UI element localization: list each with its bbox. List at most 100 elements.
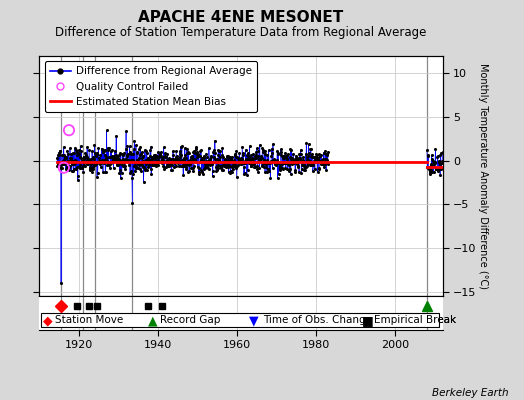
Point [146,147,155,154]
Point [201,158,210,164]
Point [323,152,331,158]
Point [425,171,434,177]
Point [313,154,321,161]
Point [103,145,112,151]
Point [66,154,74,161]
Point [266,159,274,166]
Point [282,155,291,162]
Point [135,155,144,161]
Point [313,168,322,175]
Point [196,157,205,164]
Point [177,144,185,150]
Point [154,157,162,163]
Point [169,158,178,165]
Point [303,156,311,163]
Point [84,160,92,167]
Point [243,152,252,159]
Point [312,154,320,160]
Point [242,146,250,153]
Point [271,161,279,168]
Point [135,162,143,168]
Point [432,166,440,172]
Point [111,156,119,163]
Point [247,163,256,170]
Point [280,155,289,161]
Point [74,177,82,183]
Point [264,160,272,166]
Point [290,156,298,163]
Point [223,152,231,159]
Text: ◆: ◆ [43,314,53,327]
Point [224,153,233,159]
Point [173,160,182,166]
Text: ▲: ▲ [148,314,158,327]
Point [199,158,208,164]
Point [138,152,147,159]
Point [276,165,285,171]
Point [429,158,438,164]
Point [260,157,269,164]
Point [256,142,264,148]
Point [288,155,297,161]
Point [77,143,85,149]
Point [426,168,434,174]
Point [321,160,329,167]
Point [141,147,149,153]
Point [98,156,106,163]
Point [287,146,296,153]
Point [70,161,79,168]
Point [214,165,222,171]
Point [127,157,135,163]
Point [155,159,163,165]
Point [437,164,445,171]
Point [141,167,149,173]
Point [144,156,152,163]
Point [201,164,209,170]
Point [297,151,305,157]
Point [436,150,445,156]
Point [293,155,301,162]
Point [158,160,166,166]
Point [274,150,282,157]
Point [311,166,319,173]
Point [79,169,88,176]
Point [159,163,168,169]
Point [222,158,230,164]
Point [126,143,134,149]
Point [157,157,165,164]
Point [195,165,203,172]
Point [67,157,75,163]
Point [109,154,117,161]
Point [294,164,302,170]
Point [251,152,259,159]
Point [193,148,202,155]
Point [209,148,217,155]
Point [288,161,296,168]
Point [208,161,216,167]
Point [235,158,243,165]
Point [279,153,287,159]
Point [146,166,155,172]
Point [250,164,258,170]
Point [135,146,143,152]
Point [144,164,152,170]
Point [283,159,292,165]
Point [54,159,62,166]
Point [80,153,88,160]
Point [77,154,85,161]
Point [191,150,199,156]
Point [240,164,248,170]
Point [91,159,99,165]
Point [145,157,153,164]
Point [423,147,431,153]
Point [272,161,280,168]
Point [68,168,76,174]
Point [277,153,286,159]
Point [166,156,174,162]
Point [275,171,283,178]
Point [105,154,113,160]
Point [149,161,158,168]
Point [206,156,214,162]
Point [164,163,172,169]
Point [185,168,193,174]
